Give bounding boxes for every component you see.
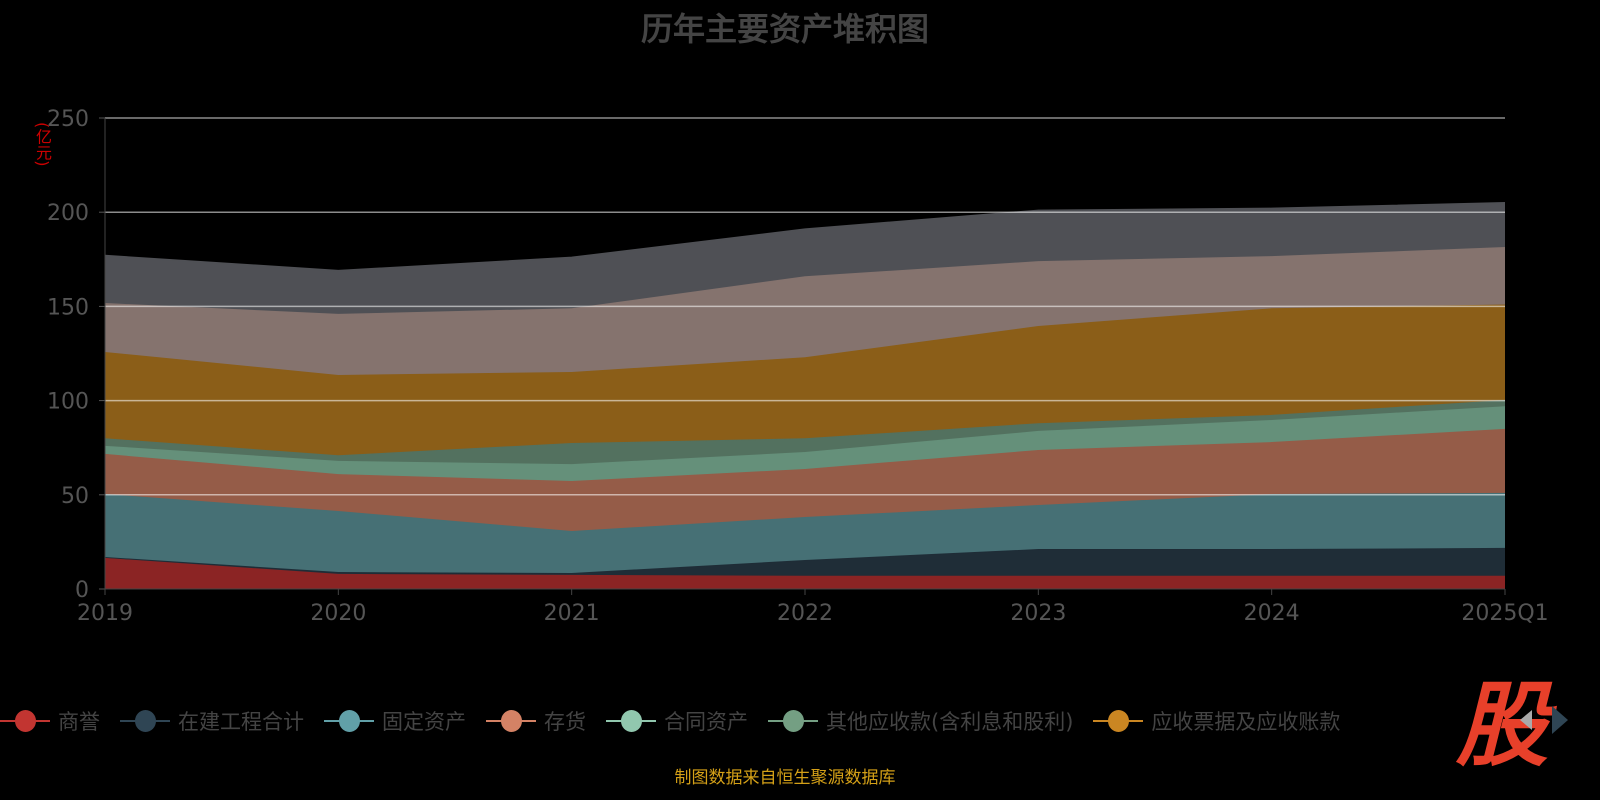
area-series-6 [105, 304, 1505, 456]
y-tick-label: 100 [47, 390, 89, 415]
y-tick-label: 200 [47, 201, 89, 226]
x-tick-label: 2021 [544, 601, 600, 626]
chart-title: 历年主要资产堆积图 [640, 10, 929, 48]
legend-marker-icon [324, 709, 374, 733]
legend-next-page-icon[interactable] [1552, 706, 1568, 734]
legend-item[interactable]: 固定资产 [324, 706, 466, 736]
x-tick-label: 2020 [310, 601, 366, 626]
legend-label: 在建工程合计 [178, 710, 304, 734]
stacked-area-chart: 0 50 100 150 200 250 2019 2020 2021 2022 2023 2024 2… [47, 107, 1549, 626]
legend-item[interactable]: 商誉 [0, 706, 100, 736]
y-tick-label: 150 [47, 295, 89, 320]
logo: 股 [1456, 672, 1549, 779]
x-tick-label: 2024 [1244, 601, 1300, 626]
y-tick-label: 0 [75, 578, 89, 603]
legend-item[interactable]: 应收票据及应收账款 [1093, 706, 1340, 736]
area-line-8 [104, 202, 1506, 272]
legend-marker-icon [768, 709, 818, 733]
legend-item[interactable]: 合同资产 [606, 706, 748, 736]
area-series-7 [105, 247, 1505, 375]
legend-label: 其他应收款(含利息和股利) [826, 710, 1074, 734]
area-series-5 [105, 400, 1505, 465]
area-series-1 [105, 547, 1505, 576]
legend-item[interactable]: 存货 [486, 706, 586, 736]
legend-marker-icon [0, 709, 50, 733]
area-series-0 [105, 557, 1505, 589]
area-series-8 [105, 202, 1505, 314]
legend-label: 固定资产 [382, 710, 466, 734]
legend-label: 商誉 [58, 710, 100, 734]
y-tick-label: 50 [61, 484, 89, 509]
area-series-3 [105, 428, 1505, 531]
legend: 商誉 在建工程合计 固定资产 存货 合同资产 其他应收款(含利息和股利) 应收票据及应收账款 [0, 706, 1360, 736]
legend-item[interactable]: 其他应收款(含利息和股利) [768, 706, 1073, 736]
x-tick-label: 2025Q1 [1461, 601, 1548, 626]
legend-marker-icon [1093, 709, 1144, 733]
y-axis-label: (亿元) [33, 122, 52, 167]
data-source-note: 制图数据来自恒生聚源数据库 [674, 768, 896, 788]
legend-marker-icon [486, 709, 536, 733]
y-tick-label: 250 [47, 107, 89, 132]
x-tick-label: 2019 [77, 601, 133, 626]
legend-prev-page-icon[interactable] [1520, 710, 1532, 730]
legend-marker-icon [120, 709, 170, 733]
legend-item[interactable]: 在建工程合计 [120, 706, 304, 736]
area-series-4 [105, 406, 1505, 482]
x-tick-label: 2023 [1010, 601, 1066, 626]
legend-label: 合同资产 [664, 710, 748, 734]
legend-marker-icon [606, 709, 656, 733]
legend-label: 存货 [544, 710, 586, 734]
legend-label: 应收票据及应收账款 [1151, 710, 1341, 734]
area-series-2 [105, 492, 1505, 573]
x-tick-label: 2022 [777, 601, 833, 626]
